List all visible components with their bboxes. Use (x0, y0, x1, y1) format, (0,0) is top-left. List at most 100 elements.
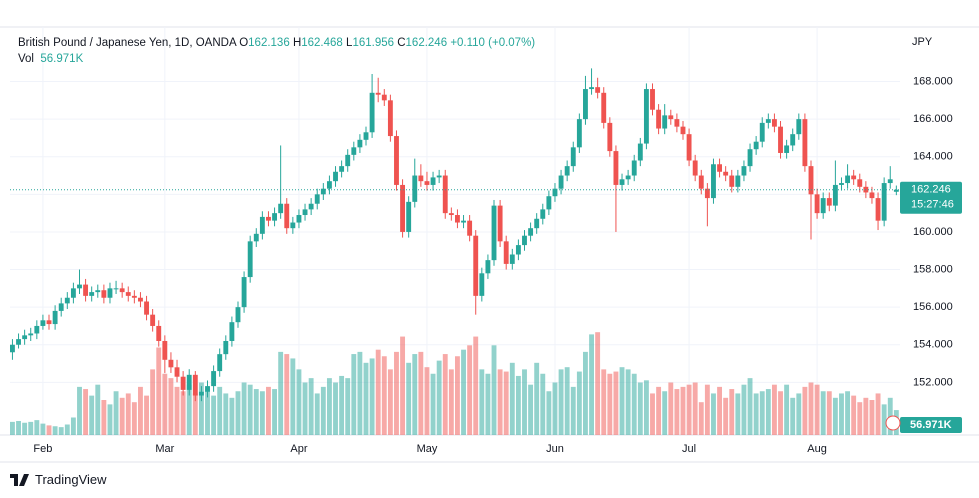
candle-body (357, 139, 363, 148)
candle-body (101, 290, 107, 298)
candle-body (406, 201, 412, 232)
volume-bar (381, 356, 387, 435)
candle-body (138, 297, 143, 302)
volume-bar (95, 384, 101, 435)
volume-bar (753, 393, 759, 435)
volume-bar (223, 393, 229, 435)
volume-bar (528, 384, 534, 435)
candle-body (436, 175, 442, 178)
volume-bar (558, 369, 564, 435)
volume-bar (802, 386, 808, 435)
candle-body (339, 166, 345, 172)
candle-body (192, 374, 198, 396)
x-tick-label: Aug (807, 443, 827, 455)
candle-body (601, 92, 607, 123)
candle-body (461, 220, 466, 223)
candle-body (131, 295, 137, 298)
candle-body (656, 109, 662, 129)
volume-bar (70, 417, 76, 435)
candle-body (400, 184, 406, 232)
volume-bar (424, 367, 430, 435)
volume-bar (430, 373, 436, 435)
volume-bar (790, 397, 796, 435)
volume-bar (320, 386, 326, 435)
candle-body (546, 196, 552, 210)
candle-body (247, 241, 253, 278)
scroll-icon (885, 415, 901, 431)
volume-bar (680, 386, 686, 435)
candle-body (412, 175, 418, 202)
candle-body (735, 175, 741, 187)
volume-bar (552, 382, 558, 435)
candle-body (125, 292, 131, 296)
volume-value: 56.971K (40, 53, 84, 65)
candle-body (10, 344, 15, 353)
volume-bar (77, 386, 82, 435)
volume-bar (186, 384, 192, 435)
volume-bar (192, 393, 198, 435)
volume-bar (832, 397, 838, 435)
candle-body (522, 235, 527, 246)
volume-bar (406, 362, 412, 435)
candle-body (583, 89, 588, 120)
candle-body (473, 235, 479, 296)
volume-badge-label: 56.971K (910, 419, 952, 431)
candle-body (253, 233, 259, 242)
volume-bar (589, 334, 594, 435)
symbol-title: British Pound / Japanese Yen, 1D, OANDA (18, 37, 236, 49)
candle-body (394, 136, 399, 185)
volume-bar (570, 386, 576, 435)
volume-bar (217, 386, 223, 435)
y-tick-label: 154.000 (913, 339, 953, 351)
candle-body (650, 89, 655, 110)
volume-bar (442, 354, 448, 435)
candle-body (186, 374, 192, 390)
volume-bar (534, 362, 540, 435)
candle-body (771, 119, 777, 127)
volume-bar (436, 360, 442, 435)
volume-bar (357, 351, 363, 435)
chart: 152.000154.000156.000158.000160.000162.0… (0, 26, 979, 463)
candle-body (381, 94, 387, 101)
candle-body (845, 175, 851, 184)
volume-bar (314, 393, 320, 435)
volume-bar (796, 393, 802, 435)
volume-bar (771, 384, 777, 435)
candle-body (552, 188, 558, 197)
volume-bar (138, 386, 143, 435)
volume-bar (564, 367, 570, 435)
volume-bar (156, 347, 162, 435)
brand-name: TradingView (35, 472, 107, 487)
candle-body (790, 134, 796, 146)
volume-bar (150, 369, 156, 435)
candle-body (174, 367, 180, 377)
volume-bar (820, 391, 826, 435)
candle-body (272, 213, 277, 221)
volume-bar (765, 389, 771, 435)
candle-body (58, 303, 64, 311)
candle-body (46, 320, 52, 325)
candle-body (278, 203, 284, 214)
price-badge (900, 181, 962, 214)
volume-bar (351, 354, 357, 435)
volume-bar (729, 389, 735, 435)
candle-body (802, 119, 808, 167)
candle-body (22, 335, 28, 340)
volume-bar (418, 351, 424, 435)
volume-bar (326, 378, 332, 435)
candle-body (820, 198, 826, 214)
candle-body (613, 151, 619, 185)
candle-body (387, 100, 393, 137)
candle-body (723, 171, 729, 176)
volume-bar (692, 382, 698, 435)
volume-bar (583, 351, 588, 435)
volume-bar (387, 369, 393, 435)
candle-body (326, 181, 332, 189)
volume-bar (735, 393, 741, 435)
candle-body (765, 119, 771, 123)
volume-bar (467, 345, 473, 435)
volume-bar (46, 425, 52, 435)
volume-bar (345, 378, 351, 435)
volume-bar (107, 404, 113, 435)
candle-body (424, 181, 430, 185)
